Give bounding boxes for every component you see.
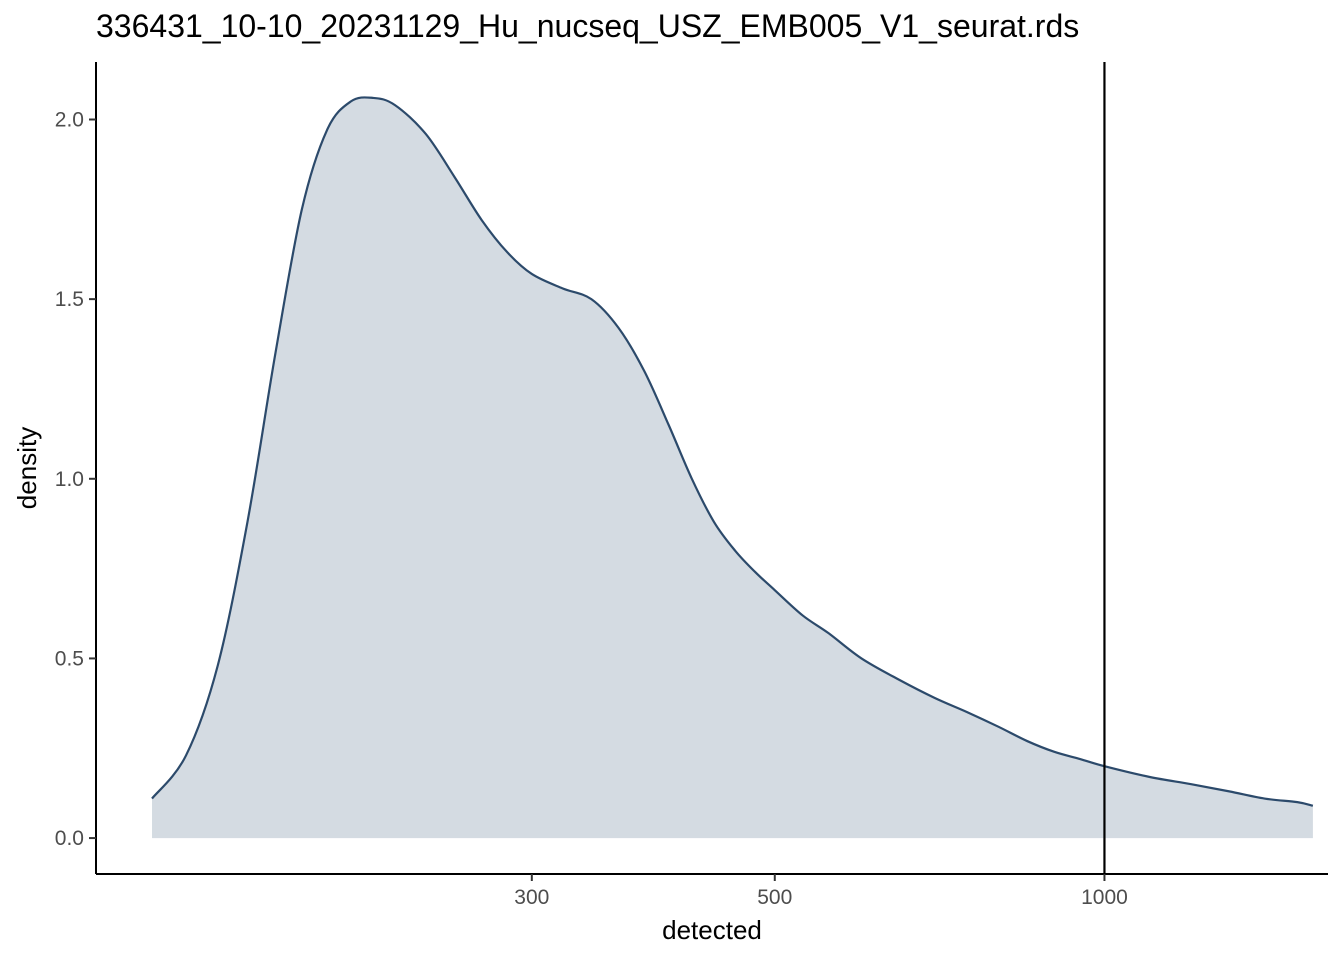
y-axis-ticks: 0.0 0.5 1.0 1.5 2.0 <box>55 108 96 850</box>
y-tick-label: 2.0 <box>55 108 84 131</box>
y-tick-label: 0.0 <box>55 827 84 850</box>
x-axis-ticks: 300 500 1000 <box>514 874 1128 909</box>
density-fill <box>152 97 1313 839</box>
density-line <box>151 96 1314 807</box>
x-tick-label: 300 <box>514 886 549 909</box>
x-tick-label: 500 <box>757 886 792 909</box>
y-axis-title: density <box>12 427 42 509</box>
x-tick-label: 1000 <box>1081 886 1128 909</box>
y-tick-label: 1.5 <box>55 288 84 311</box>
y-tick-label: 0.5 <box>55 647 84 670</box>
y-tick-label: 1.0 <box>55 468 84 491</box>
plot-area <box>151 62 1314 874</box>
x-axis-title: detected <box>662 915 762 945</box>
chart-title: 336431_10-10_20231129_Hu_nucseq_USZ_EMB0… <box>96 8 1080 44</box>
